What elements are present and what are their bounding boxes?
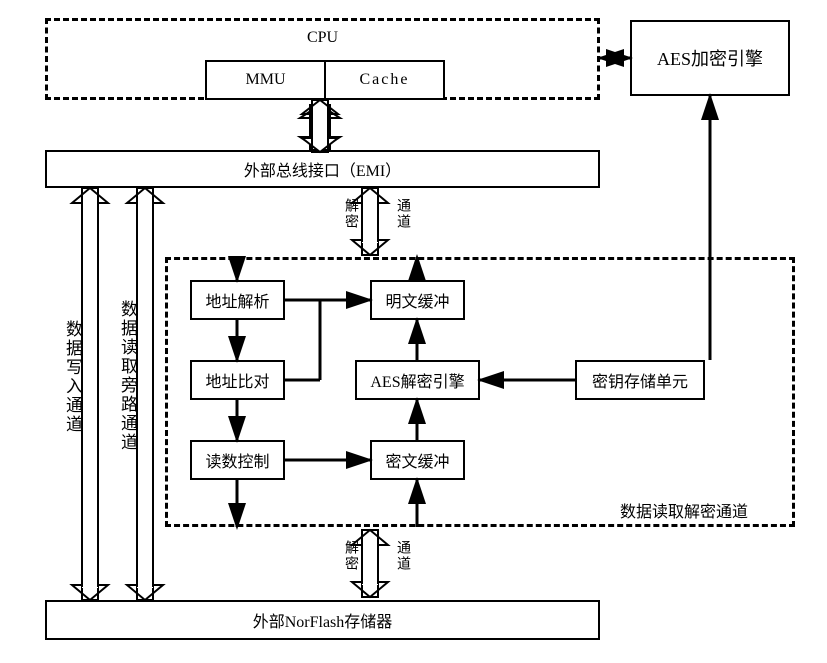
addr-parse-box: 地址解析 (190, 280, 285, 320)
norflash-box: 外部NorFlash存储器 (45, 600, 600, 640)
mmu-cell: MMU (207, 62, 326, 98)
addr-compare-box: 地址比对 (190, 360, 285, 400)
write-channel-label: 数据写入通道 (60, 320, 85, 434)
plaintext-buf-box: 明文缓冲 (370, 280, 465, 320)
decrypt-channel-label: 数据读取解密通道 (620, 498, 748, 522)
channel-bot-right: 通道 (392, 540, 412, 572)
aes-decrypt-box: AES解密引擎 (355, 360, 480, 400)
key-storage-box: 密钥存储单元 (575, 360, 705, 400)
channel-top-right: 通道 (392, 198, 412, 230)
cpu-title: CPU (48, 29, 597, 47)
cache-cell: Cache (326, 62, 443, 98)
decode-top-left: 解密 (340, 198, 360, 230)
aes-encrypt-box: AES加密引擎 (630, 20, 790, 96)
bypass-channel-label: 数据读取旁路通道 (115, 300, 140, 452)
emi-box: 外部总线接口（EMI） (45, 150, 600, 188)
ciphertext-buf-box: 密文缓冲 (370, 440, 465, 480)
read-ctrl-box: 读数控制 (190, 440, 285, 480)
mmu-cache-box: MMU Cache (205, 60, 445, 100)
decode-bot-left: 解密 (340, 540, 360, 572)
